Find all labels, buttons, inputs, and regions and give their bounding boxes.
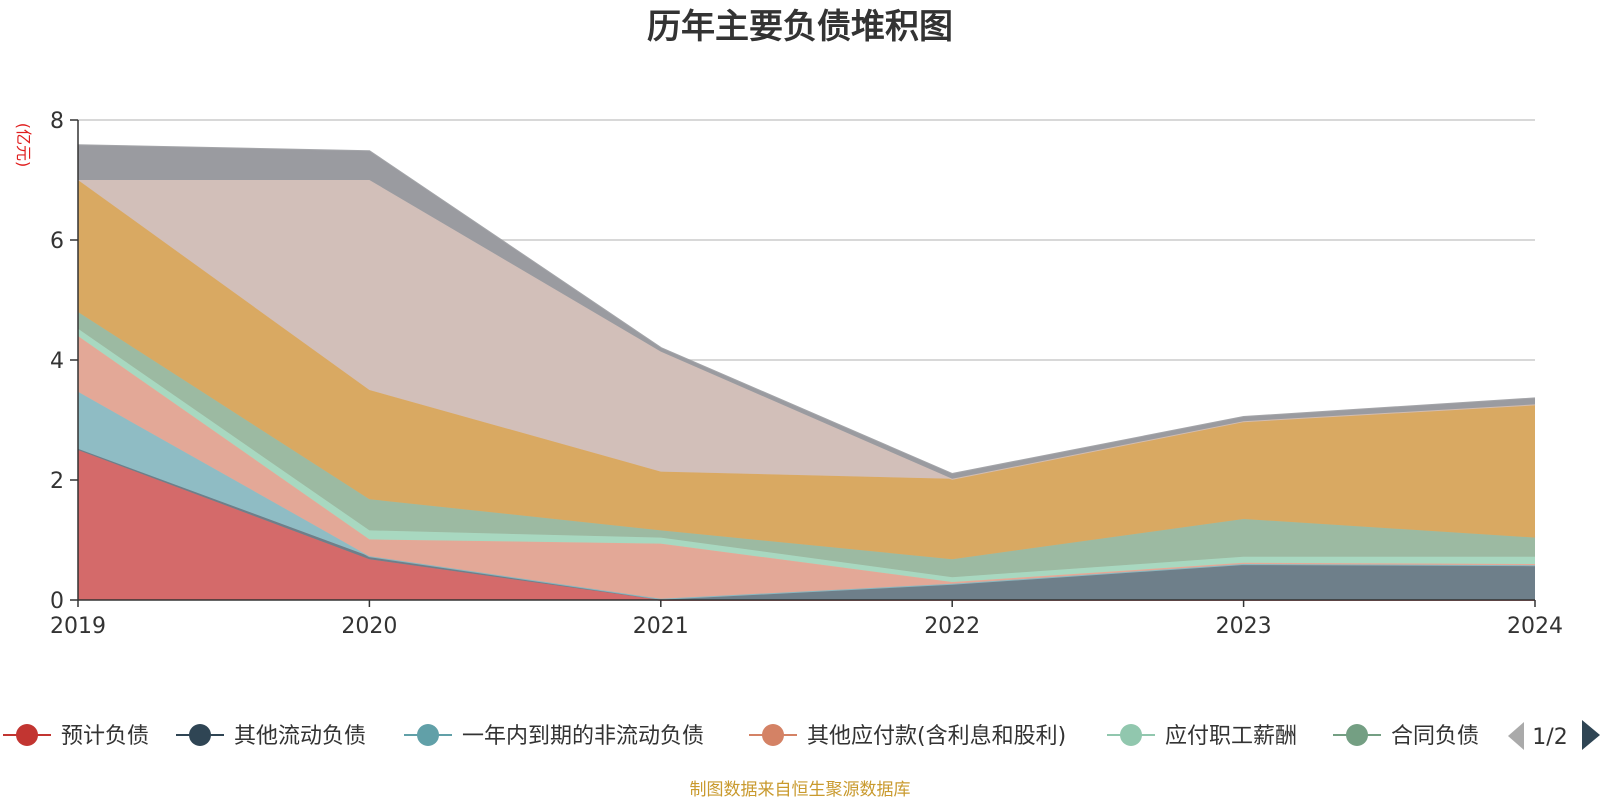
area-series-0 [78, 450, 1535, 600]
series-line-8 [77, 144, 1536, 476]
x-tick-label: 2023 [1216, 614, 1272, 639]
legend-item[interactable]: 预计负债 [3, 724, 149, 749]
legend-item[interactable]: 合同负债 [1333, 724, 1479, 749]
legend-item[interactable]: 其他应付款(含利息和股利) [749, 724, 1066, 749]
x-tick-label: 2021 [633, 614, 689, 639]
legend-pager: 1/2 [1508, 720, 1600, 750]
x-tick-label: 2020 [341, 614, 397, 639]
legend-item[interactable]: 应付职工薪酬 [1107, 724, 1297, 749]
next-page-icon[interactable] [1582, 720, 1600, 750]
legend-marker-icon [16, 724, 38, 746]
legend-label: 预计负债 [61, 724, 149, 749]
axes: 0 2 4 6 8 2019 2020 2021 2022 2023 2024 [50, 109, 1563, 639]
legend-item[interactable]: 一年内到期的非流动负债 [404, 724, 704, 749]
legend-marker-icon [417, 724, 439, 746]
y-tick-label: 0 [50, 589, 64, 614]
y-tick-label: 2 [50, 469, 64, 494]
y-tick-label: 6 [50, 229, 64, 254]
legend-marker-icon [1346, 724, 1368, 746]
prev-page-icon[interactable] [1508, 722, 1524, 750]
x-tick-label: 2022 [924, 614, 980, 639]
legend-page-indicator: 1/2 [1532, 725, 1567, 750]
area-series-5 [78, 312, 1535, 578]
legend-marker-icon [189, 724, 211, 746]
source-note: 制图数据来自恒生聚源数据库 [690, 780, 911, 800]
legend-label: 其他应付款(含利息和股利) [807, 724, 1066, 749]
legend-label: 合同负债 [1391, 724, 1479, 749]
legend-item[interactable]: 其他流动负债 [176, 724, 366, 749]
y-tick-label: 4 [50, 349, 64, 374]
area-series [77, 144, 1536, 601]
legend-marker-icon [762, 724, 784, 746]
x-tick-label: 2024 [1507, 614, 1563, 639]
area-series-1 [78, 448, 1535, 600]
y-tick-label: 8 [50, 109, 64, 134]
legend-marker-icon [1120, 724, 1142, 746]
chart-title: 历年主要负债堆积图 [647, 7, 953, 47]
legend-label: 一年内到期的非流动负债 [462, 724, 704, 749]
legend-label: 其他流动负债 [234, 724, 366, 749]
y-axis-unit: (亿元) [14, 123, 33, 168]
legend-label: 应付职工薪酬 [1165, 724, 1297, 749]
x-tick-label: 2019 [50, 614, 106, 639]
legend: 预计负债 其他流动负债 一年内到期的非流动负债 其他应付款(含利息和股利) 应付职工薪酬… [3, 724, 1479, 749]
area-series-7 [78, 180, 1535, 479]
area-series-6 [78, 180, 1535, 560]
